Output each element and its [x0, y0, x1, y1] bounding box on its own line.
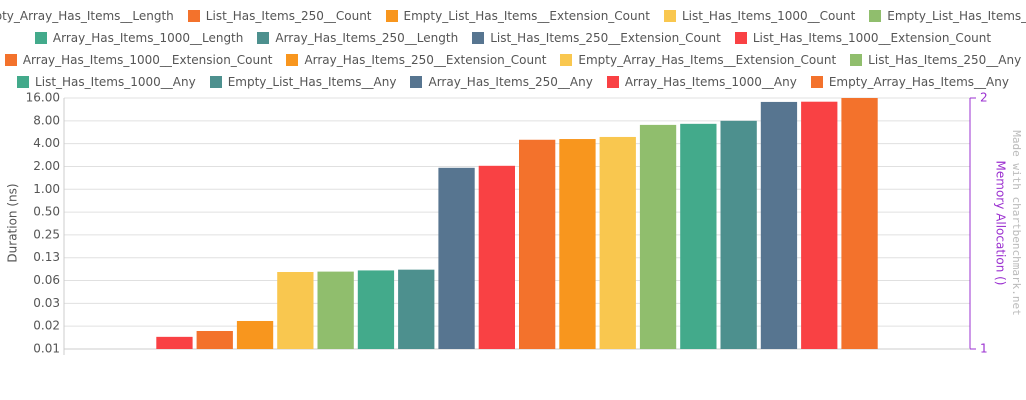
legend-label: Array_Has_Items_1000__Any: [624, 75, 797, 89]
legend-item[interactable]: Array_Has_Items_250__Extension_Count: [286, 53, 546, 67]
y-tick-label: 16.00: [26, 91, 60, 105]
y2-axis-label: Memory Allocation (): [994, 161, 1008, 286]
bar: [680, 123, 717, 349]
bar: [599, 136, 636, 349]
legend-row: Empty_Array_Has_Items__Length List_Has_It…: [0, 5, 1026, 27]
legend-label: List_Has_Items_1000__Extension_Count: [752, 31, 992, 45]
legend-swatch: [810, 76, 823, 88]
legend-swatch: [850, 54, 863, 66]
bar: [559, 139, 596, 349]
legend-label: List_Has_Items_250__Count: [205, 9, 372, 23]
legend-label: List_Has_Items_250__Extension_Count: [490, 31, 721, 45]
legend-swatch: [209, 76, 222, 88]
y-axis-label: Duration (ns): [6, 183, 20, 262]
legend-swatch: [385, 10, 398, 22]
bar: [438, 167, 475, 349]
bar: [156, 336, 193, 349]
legend-item[interactable]: List_Has_Items_250__Any: [850, 53, 1021, 67]
legend-swatch: [17, 76, 30, 88]
legend-label: List_Has_Items_1000__Any: [35, 75, 196, 89]
legend-item[interactable]: Empty_List_Has_Items__Extension_Count: [385, 9, 650, 23]
legend-item[interactable]: Array_Has_Items_250__Any: [410, 75, 593, 89]
y-tick-label: 8.00: [33, 113, 60, 127]
legend-swatch: [472, 32, 485, 44]
y-tick-label: 0.06: [33, 273, 60, 287]
y2-tick-label: 1: [980, 342, 988, 356]
legend-label: Empty_Array_Has_Items__Length: [0, 9, 174, 23]
legend-item[interactable]: Empty_List_Has_Items__Count: [869, 9, 1026, 23]
legend-item[interactable]: Empty_Array_Has_Items__Length: [0, 9, 174, 23]
legend-item[interactable]: Array_Has_Items_1000__Length: [34, 31, 244, 45]
legend-label: Empty_List_Has_Items__Extension_Count: [403, 9, 650, 23]
bar: [478, 165, 515, 349]
legend-row: Array_Has_Items_1000__Extension_Count Arr…: [0, 49, 1026, 71]
bar: [398, 269, 435, 349]
bar: [196, 330, 233, 349]
legend-swatch: [34, 32, 47, 44]
legend-row: List_Has_Items_1000__Any Empty_List_Has_I…: [0, 71, 1026, 93]
y-tick-label: 0.01: [33, 342, 60, 356]
legend-item[interactable]: List_Has_Items_250__Extension_Count: [472, 31, 721, 45]
bar: [760, 101, 798, 349]
legend-swatch: [257, 32, 270, 44]
legend: Empty_Array_Has_Items__Length List_Has_It…: [0, 5, 1026, 93]
y-tick-label: 0.50: [33, 205, 60, 219]
y-tick-label: 0.13: [33, 250, 60, 264]
y-tick-label: 1.00: [33, 182, 60, 196]
bar: [720, 120, 757, 350]
y-tick-label: 0.02: [33, 319, 60, 333]
bar: [357, 270, 395, 349]
bar: [801, 101, 838, 349]
legend-swatch: [560, 54, 573, 66]
y-tick-label: 0.03: [33, 296, 60, 310]
legend-item[interactable]: Empty_List_Has_Items__Any: [209, 75, 397, 89]
legend-item[interactable]: Empty_Array_Has_Items__Extension_Count: [560, 53, 836, 67]
legend-swatch: [734, 32, 747, 44]
y-tick-label: 2.00: [33, 159, 60, 173]
legend-swatch: [606, 76, 619, 88]
legend-item[interactable]: Array_Has_Items_250__Length: [257, 31, 458, 45]
y2-tick-label: 2: [980, 91, 988, 105]
legend-label: Array_Has_Items_250__Extension_Count: [304, 53, 547, 67]
legend-swatch: [663, 10, 676, 22]
legend-item[interactable]: List_Has_Items_1000__Count: [663, 9, 856, 23]
legend-item[interactable]: List_Has_Items_250__Count: [187, 9, 372, 23]
legend-label: Empty_Array_Has_Items__Any: [828, 75, 1009, 89]
legend-label: Array_Has_Items_1000__Length: [52, 31, 244, 45]
legend-item[interactable]: Array_Has_Items_1000__Extension_Count: [4, 53, 273, 67]
bar: [841, 98, 878, 349]
legend-label: Array_Has_Items_250__Any: [428, 75, 593, 89]
legend-label: Empty_List_Has_Items__Count: [887, 9, 1026, 23]
legend-label: Empty_List_Has_Items__Any: [227, 75, 397, 89]
bar: [639, 124, 677, 349]
bar: [277, 272, 314, 349]
y-tick-label: 4.00: [33, 136, 60, 150]
legend-item[interactable]: Empty_Array_Has_Items__Any: [810, 75, 1009, 89]
legend-swatch: [187, 10, 200, 22]
legend-item[interactable]: List_Has_Items_1000__Any: [17, 75, 196, 89]
bar: [236, 320, 274, 349]
legend-label: Array_Has_Items_1000__Extension_Count: [22, 53, 273, 67]
legend-label: Array_Has_Items_250__Length: [275, 31, 459, 45]
legend-label: Empty_Array_Has_Items__Extension_Count: [578, 53, 837, 67]
bar: [317, 271, 354, 349]
legend-swatch: [869, 10, 882, 22]
legend-swatch: [4, 54, 17, 66]
legend-item[interactable]: List_Has_Items_1000__Extension_Count: [734, 31, 992, 45]
bar: [519, 139, 556, 349]
legend-item[interactable]: Array_Has_Items_1000__Any: [606, 75, 797, 89]
legend-swatch: [410, 76, 423, 88]
legend-label: List_Has_Items_250__Any: [868, 53, 1022, 67]
watermark: Made with chartbenchmark.net: [1010, 130, 1023, 315]
legend-label: List_Has_Items_1000__Count: [681, 9, 856, 23]
legend-swatch: [286, 54, 299, 66]
legend-row: Array_Has_Items_1000__Length Array_Has_It…: [0, 27, 1026, 49]
y-tick-label: 0.25: [33, 227, 60, 241]
